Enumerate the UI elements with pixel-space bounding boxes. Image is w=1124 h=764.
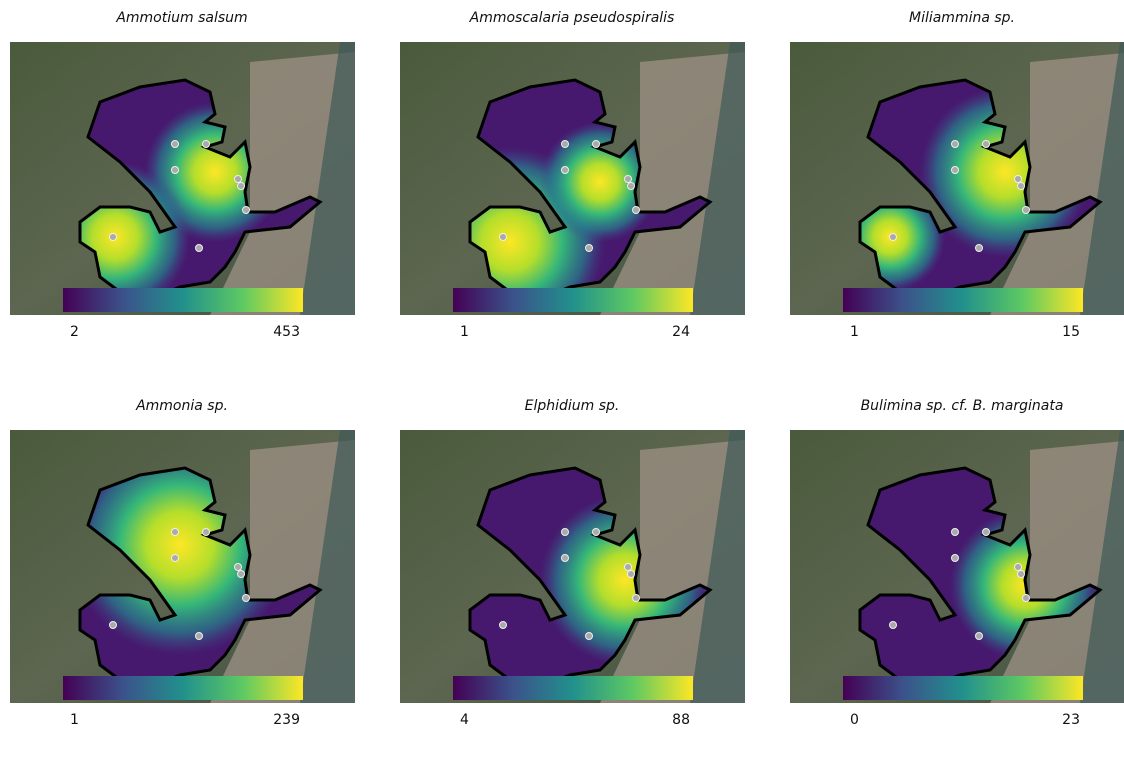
sample-site bbox=[171, 528, 179, 536]
map bbox=[790, 42, 1124, 315]
sample-site bbox=[1017, 182, 1025, 190]
sample-site bbox=[171, 554, 179, 562]
sample-site bbox=[982, 528, 990, 536]
sample-site bbox=[195, 244, 203, 252]
lagoon-outline bbox=[858, 78, 1103, 299]
lagoon-outline bbox=[78, 466, 323, 687]
sample-site bbox=[889, 621, 897, 629]
coast bbox=[690, 430, 745, 703]
map bbox=[10, 42, 355, 315]
sample-site bbox=[171, 140, 179, 148]
sample-site bbox=[951, 166, 959, 174]
sample-site bbox=[109, 233, 117, 241]
sample-site bbox=[242, 594, 250, 602]
lagoon-outline bbox=[468, 466, 713, 687]
colorbar-max: 239 bbox=[273, 712, 300, 728]
sample-site bbox=[109, 621, 117, 629]
sample-site bbox=[499, 233, 507, 241]
sample-site bbox=[499, 621, 507, 629]
colorbar-max: 88 bbox=[672, 712, 690, 728]
panel: Ammoscalaria pseudospiralis 1 24 bbox=[400, 10, 745, 340]
sample-site bbox=[585, 632, 593, 640]
sample-site bbox=[1022, 206, 1030, 214]
sample-site bbox=[561, 166, 569, 174]
sample-site bbox=[585, 244, 593, 252]
lagoon-outline bbox=[78, 78, 323, 299]
colorbar bbox=[453, 288, 693, 312]
panel: Ammotium salsum 2 453 bbox=[10, 10, 355, 340]
sample-site bbox=[951, 140, 959, 148]
sample-site bbox=[632, 594, 640, 602]
colorbar bbox=[63, 676, 303, 700]
hotspot bbox=[540, 122, 660, 242]
panel-title: Miliammina sp. bbox=[909, 10, 1015, 26]
sample-site bbox=[561, 140, 569, 148]
sample-site bbox=[195, 632, 203, 640]
panel: Elphidium sp. 4 88 bbox=[400, 398, 745, 728]
colorbar-min: 4 bbox=[460, 712, 469, 728]
panel-title: Ammoscalaria pseudospiralis bbox=[469, 10, 675, 26]
coast bbox=[690, 42, 745, 315]
colorbar-max: 453 bbox=[273, 324, 300, 340]
lagoon-outline bbox=[468, 78, 713, 299]
sample-site bbox=[627, 182, 635, 190]
colorbar bbox=[63, 288, 303, 312]
coast bbox=[1080, 430, 1124, 703]
sample-site bbox=[1014, 175, 1022, 183]
sample-site bbox=[171, 166, 179, 174]
sample-site bbox=[561, 554, 569, 562]
colorbar-min: 2 bbox=[70, 324, 79, 340]
lagoon-outline bbox=[858, 466, 1103, 687]
colorbar-min: 0 bbox=[850, 712, 859, 728]
sample-site bbox=[982, 140, 990, 148]
sample-site bbox=[1017, 570, 1025, 578]
sample-site bbox=[561, 528, 569, 536]
colorbar-max: 15 bbox=[1062, 324, 1080, 340]
sample-site bbox=[592, 528, 600, 536]
colorbar-max: 24 bbox=[672, 324, 690, 340]
colorbar bbox=[843, 676, 1083, 700]
sample-site bbox=[1022, 594, 1030, 602]
sample-site bbox=[1014, 563, 1022, 571]
sample-site bbox=[624, 175, 632, 183]
panel-title: Elphidium sp. bbox=[525, 398, 620, 414]
sample-site bbox=[202, 140, 210, 148]
sample-site bbox=[951, 528, 959, 536]
panel: Bulimina sp. cf. B. marginata 0 23 bbox=[790, 398, 1124, 728]
colorbar-min: 1 bbox=[70, 712, 79, 728]
panel-title: Ammotium salsum bbox=[115, 10, 247, 26]
sample-site bbox=[237, 570, 245, 578]
sample-site bbox=[592, 140, 600, 148]
sample-site bbox=[624, 563, 632, 571]
sample-site bbox=[234, 175, 242, 183]
colorbar-min: 1 bbox=[460, 324, 469, 340]
sample-site bbox=[627, 570, 635, 578]
panel: Miliammina sp. 1 15 bbox=[790, 10, 1124, 340]
panel: Ammonia sp. 1 239 bbox=[10, 398, 355, 728]
sample-site bbox=[951, 554, 959, 562]
sample-site bbox=[889, 233, 897, 241]
panel-title: Ammonia sp. bbox=[135, 398, 228, 414]
sample-site bbox=[234, 563, 242, 571]
map bbox=[10, 430, 355, 703]
sample-site bbox=[242, 206, 250, 214]
sample-site bbox=[202, 528, 210, 536]
sample-site bbox=[237, 182, 245, 190]
coast bbox=[300, 430, 355, 703]
sample-site bbox=[975, 244, 983, 252]
coast bbox=[1080, 42, 1124, 315]
coast bbox=[300, 42, 355, 315]
colorbar-max: 23 bbox=[1062, 712, 1080, 728]
colorbar bbox=[843, 288, 1083, 312]
sample-site bbox=[975, 632, 983, 640]
colorbar-min: 1 bbox=[850, 324, 859, 340]
map bbox=[790, 430, 1124, 703]
colorbar bbox=[453, 676, 693, 700]
panel-title: Bulimina sp. cf. B. marginata bbox=[861, 398, 1064, 414]
sample-site bbox=[632, 206, 640, 214]
map bbox=[400, 430, 745, 703]
